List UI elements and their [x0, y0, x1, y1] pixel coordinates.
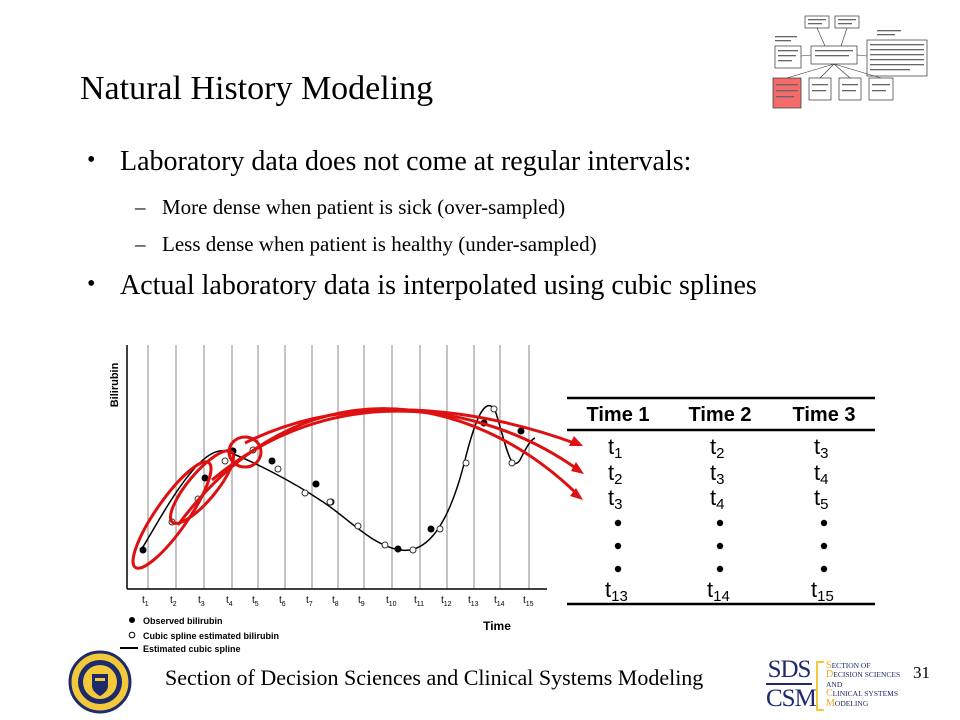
time-tick-label: t2: [170, 595, 177, 608]
estimated-point: [381, 541, 389, 549]
highlight-ellipse-3: [227, 435, 263, 469]
time-tick-label: t9: [358, 595, 365, 608]
estimated-point: [490, 405, 498, 413]
table-cell: t2: [608, 460, 622, 488]
table-cell: t1: [608, 434, 622, 462]
table-cell: t3: [710, 460, 724, 488]
time-tick-label: t12: [441, 595, 452, 608]
time-tick-label: t15: [523, 595, 534, 608]
x-axis-label: Time: [483, 619, 511, 633]
ellipsis-dot: [820, 542, 828, 550]
table-cell: t4: [710, 485, 724, 513]
ellipsis-dot: [820, 519, 828, 527]
logo-line: DECISION SCIENCES: [826, 669, 901, 681]
y-axis-label: Bilirubin: [109, 362, 121, 407]
dash-marker: –: [135, 195, 146, 219]
bullet-marker: •: [87, 271, 96, 297]
table-cell: t2: [710, 434, 724, 462]
estimated-point: [409, 546, 417, 554]
bullet-marker: •: [87, 147, 96, 173]
time-tick-label: t4: [226, 595, 233, 608]
estimated-point: [326, 498, 334, 506]
estimated-point: [274, 465, 282, 473]
ellipsis-dot: [716, 565, 724, 573]
highlight-ellipse-1: [131, 460, 213, 570]
logo-line: SECTION OF: [826, 660, 871, 671]
time-tick-label: t10: [386, 595, 397, 608]
ellipsis-dot: [614, 542, 622, 550]
legend-observed-marker: [129, 617, 135, 623]
logo-line: MODELING: [826, 697, 869, 709]
dash-marker: –: [135, 232, 146, 256]
bullet-1: Laboratory data does not come at regular…: [120, 146, 692, 177]
logo-line: AND: [826, 679, 843, 689]
arrowhead-2: [571, 462, 584, 474]
legend-observed-label: Observed bilirubin: [143, 616, 223, 626]
time-tick-label: t6: [279, 595, 286, 608]
observed-point: [268, 457, 276, 465]
model-structure-diagram: [772, 15, 928, 109]
time-gridlines: [147, 345, 530, 589]
arrowhead-3: [570, 488, 583, 500]
table-header-cell: Time 1: [587, 404, 650, 426]
ellipsis-dot: [716, 519, 724, 527]
logo-sds: SDS: [766, 656, 812, 685]
time-tick-label: t8: [332, 595, 339, 608]
table-header-cell: Time 3: [793, 404, 856, 426]
sub-bullet-1: More dense when patient is sick (over-sa…: [162, 195, 566, 219]
time-tick-label: t14: [494, 595, 505, 608]
legend-spline-label: Estimated cubic spline: [143, 644, 241, 654]
estimated-point: [462, 459, 470, 467]
observed-point: [394, 545, 402, 553]
table-cell: t5: [814, 485, 828, 513]
table-cell: t14: [707, 577, 730, 605]
estimated-point: [301, 489, 309, 497]
legend-estimated-label: Cubic spline estimated bilirubin: [143, 631, 279, 641]
observed-points: [139, 419, 525, 554]
time-tick-label: t5: [252, 595, 259, 608]
arrow-time-3: [176, 407, 579, 526]
logo-line: CLINICAL SYSTEMS: [826, 688, 899, 700]
table-cell: t3: [814, 434, 828, 462]
observed-point: [201, 474, 209, 482]
estimated-point: [508, 459, 516, 467]
logo-csm: CSM: [766, 685, 817, 712]
estimated-points: [168, 405, 516, 554]
footer-text: Section of Decision Sciences and Clinica…: [165, 665, 704, 690]
time-tick-label: t11: [414, 595, 424, 608]
slide-title: Natural History Modeling: [80, 70, 434, 107]
estimated-point: [221, 457, 229, 465]
observed-point: [427, 525, 435, 533]
bullet-2: Actual laboratory data is interpolated u…: [120, 270, 757, 301]
logo-frame: [816, 661, 824, 711]
highlight-ellipse-2: [169, 449, 235, 525]
time-tick-label: t3: [198, 595, 205, 608]
logo-wordmark: SECTION OF DECISION SCIENCES AND CLINICAL S…: [826, 660, 901, 709]
sub-bullet-2: Less dense when patient is healthy (unde…: [162, 232, 597, 256]
time-tick-labels: t1 t2 t3 t4 t5 t6 t7 t8 t9 t10 t11 t12 t13 t14 t15: [142, 595, 534, 608]
time-tick-label: t7: [306, 595, 313, 608]
observed-point: [312, 480, 320, 488]
ellipsis-dot: [716, 542, 724, 550]
ellipsis-dot: [614, 519, 622, 527]
time-tick-label: t1: [142, 595, 149, 608]
university-seal: [68, 650, 132, 714]
observed-point: [517, 427, 525, 435]
time-tick-label: t13: [468, 595, 479, 608]
table-cell: t3: [608, 485, 622, 513]
page-number: 31: [913, 663, 930, 682]
estimated-point: [354, 522, 362, 530]
table-cell: t15: [811, 577, 834, 605]
table-cell: t13: [605, 577, 628, 605]
table-cell: t4: [814, 460, 828, 488]
sds-csm-logo: SDS CSM SECTION OF DECISION SCIENCES AND CL…: [766, 657, 928, 713]
estimated-point: [436, 525, 444, 533]
legend-estimated-marker: [128, 631, 136, 639]
ellipsis-dot: [820, 565, 828, 573]
arrowhead-1: [569, 436, 583, 446]
observed-point: [139, 546, 147, 554]
table-header-cell: Time 2: [689, 404, 752, 426]
ellipsis-dot: [614, 565, 622, 573]
